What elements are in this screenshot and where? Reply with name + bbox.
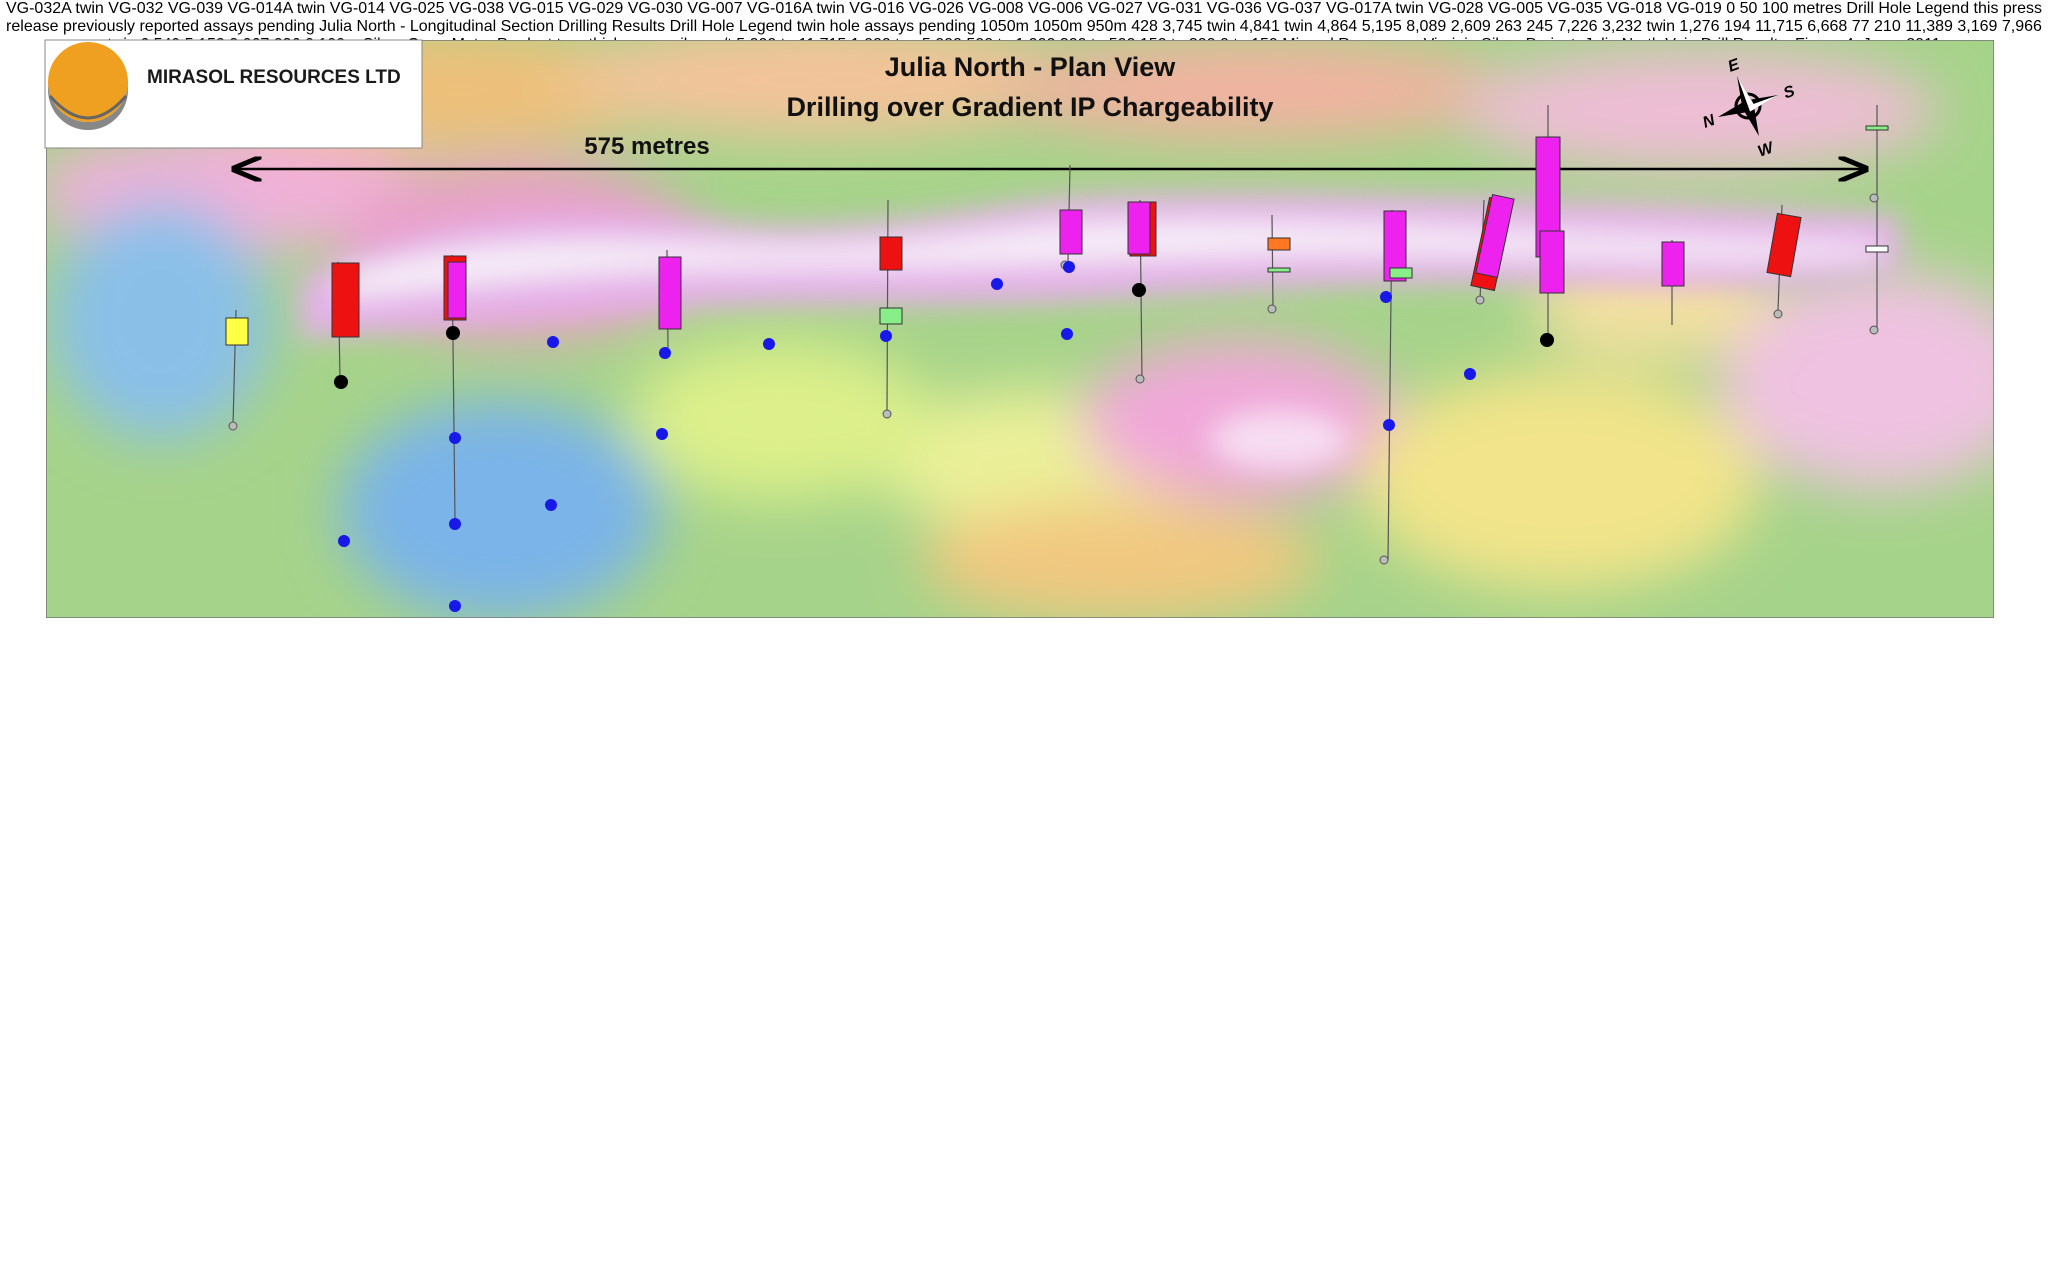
distance-label: 575 metres xyxy=(584,133,709,160)
gmp-value: 3,232 xyxy=(1602,18,1643,35)
gmp-value: 245 xyxy=(1526,18,1554,35)
gmp-value: twin xyxy=(1206,18,1236,35)
plan-hole-labels: VG-032A twin VG-032 VG-039 VG-014A twin … xyxy=(6,0,1726,17)
hole-label: VG-026 xyxy=(908,0,964,17)
plan-scale-bar: 0 50 100 metres xyxy=(1726,0,1846,17)
hole-label: VG-027 xyxy=(1087,0,1143,17)
gmp-value: 4,864 xyxy=(1317,18,1358,35)
hole-label: twin xyxy=(816,0,845,17)
hole-label: VG-039 xyxy=(167,0,224,17)
scale-tick-100: 100 xyxy=(1761,0,1789,17)
plan-title: Julia North - Plan View xyxy=(885,52,1177,82)
gmp-value: 428 xyxy=(1131,18,1158,35)
hole-label: VG-005 xyxy=(1487,0,1543,17)
hole-label: VG-019 xyxy=(1666,0,1722,17)
scale-tick-50: 50 xyxy=(1739,0,1758,17)
hole-label: VG-025 xyxy=(389,0,445,17)
hole-label: VG-014A xyxy=(227,0,293,17)
hole-label: twin xyxy=(75,0,104,17)
gmp-value: 3,169 xyxy=(1957,18,1998,35)
section-legend: Drill Hole Legend twin hole assays pendi… xyxy=(670,18,980,35)
plan-vein-intercepts xyxy=(225,125,1889,346)
hole-label: VG-029 xyxy=(568,0,624,17)
elev-right-1050: 1050m xyxy=(1033,18,1083,35)
hole-label: VG-037 xyxy=(1266,0,1322,17)
hole-label: VG-038 xyxy=(448,0,505,17)
section-legend-item: twin hole assays pending xyxy=(796,18,976,35)
gmp-value: 210 xyxy=(1874,18,1901,35)
legend-item-previous: previously reported xyxy=(62,18,200,35)
gmp-value: twin xyxy=(1646,18,1675,35)
gmp-value: 11,715 xyxy=(1755,18,1803,35)
gmp-value: 5,195 xyxy=(1361,18,1402,35)
plan-subtitle: Drilling over Gradient IP Chargeability xyxy=(786,92,1273,122)
hole-label: VG-017A xyxy=(1325,0,1391,17)
hole-label: VG-030 xyxy=(627,0,683,17)
section-title: Julia North - Longitudinal Section xyxy=(319,18,554,35)
mirasol-logo: MIRASOL RESOURCES LTD xyxy=(44,39,423,149)
plan-legend: Drill Hole Legend this press release pre… xyxy=(6,0,2042,35)
gmp-value: twin xyxy=(1284,18,1313,35)
hole-label: VG-014 xyxy=(329,0,385,17)
hole-label: VG-018 xyxy=(1607,0,1663,17)
legend-item-press: this press release xyxy=(6,0,2043,35)
gmp-value: 4,841 xyxy=(1239,18,1280,35)
plan-drill-collars xyxy=(228,193,1879,612)
gmp-value: 7,226 xyxy=(1557,18,1598,35)
gmp-value: 11,389 xyxy=(1905,18,1953,35)
hole-label: VG-008 xyxy=(968,0,1024,17)
hole-label: VG-028 xyxy=(1428,0,1484,17)
gmp-value: 1,276 xyxy=(1679,18,1720,35)
hole-label: VG-031 xyxy=(1147,0,1203,17)
gmp-value: 77 xyxy=(1851,18,1870,35)
hole-label: VG-006 xyxy=(1028,0,1084,17)
gmp-value: 7,966 xyxy=(2001,18,2042,35)
hole-label: VG-032 xyxy=(108,0,164,17)
plan-legend-title: Drill Hole Legend xyxy=(1846,0,1970,17)
gmp-value: 6,668 xyxy=(1807,18,1848,35)
elevation-marks: 1050m 1050m 950m xyxy=(980,18,1131,35)
hole-label: VG-032A xyxy=(5,0,71,17)
legend-item-pending: assays pending xyxy=(203,18,315,35)
hole-label: VG-015 xyxy=(508,0,564,17)
hole-label: VG-007 xyxy=(687,0,743,17)
hole-label: VG-016A xyxy=(746,0,812,17)
logo-text: MIRASOL RESOURCES LTD xyxy=(147,67,401,88)
hole-label: twin xyxy=(296,0,326,17)
gmp-value: 3,745 xyxy=(1162,18,1203,35)
hole-label: VG-016 xyxy=(849,0,905,17)
scale-tick-0: 0 xyxy=(1726,0,1736,17)
hole-label: VG-036 xyxy=(1206,0,1262,17)
section-legend-title: Drill Hole Legend xyxy=(669,18,793,35)
hole-label: VG-035 xyxy=(1547,0,1603,17)
gmp-value: 263 xyxy=(1495,18,1522,35)
gmp-value: 8,089 xyxy=(1406,18,1447,35)
elev-left-1050: 1050m xyxy=(980,18,1029,35)
section-subtitle: Drilling Results xyxy=(558,18,666,35)
elev-right-950: 950m xyxy=(1086,18,1127,35)
gmp-value: 2,609 xyxy=(1450,18,1491,35)
gmp-value: 194 xyxy=(1723,18,1751,35)
scale-unit: metres xyxy=(1793,0,1842,17)
hole-label: twin xyxy=(1395,0,1424,17)
